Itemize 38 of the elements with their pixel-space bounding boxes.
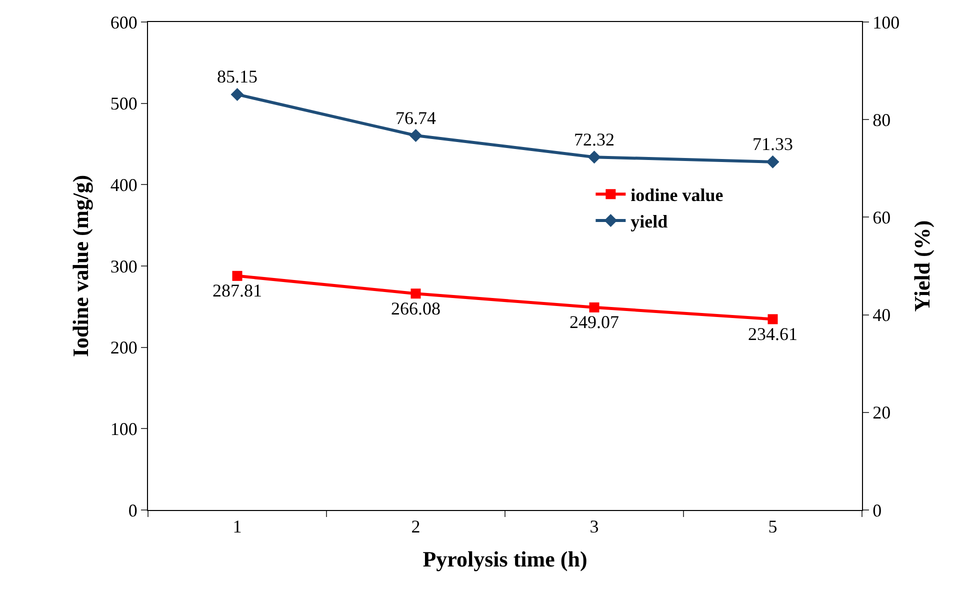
point bbox=[588, 150, 601, 164]
y-tick-label: 500 bbox=[110, 94, 138, 114]
y2-tick-label: 60 bbox=[872, 208, 891, 228]
y-tick-label: 600 bbox=[110, 12, 138, 32]
point bbox=[768, 314, 778, 324]
y-tick-label: 400 bbox=[110, 174, 138, 195]
y2-axis-title: Yield (%) bbox=[910, 220, 934, 312]
point bbox=[232, 270, 242, 281]
y-axis-title: Iodine value (mg/g) bbox=[68, 174, 94, 358]
data-label: 72.32 bbox=[574, 129, 614, 150]
data-label: 234.61 bbox=[748, 324, 798, 344]
y2-tick-label: 80 bbox=[872, 110, 891, 130]
y-tick-label: 100 bbox=[110, 418, 138, 439]
data-label: 287.81 bbox=[212, 280, 262, 301]
legend-label: yield bbox=[630, 212, 668, 232]
point bbox=[410, 288, 421, 299]
x-tick-label: 1 bbox=[232, 516, 242, 537]
data-label: 85.15 bbox=[217, 66, 258, 87]
y2-tick-label: 100 bbox=[872, 12, 900, 32]
data-label: 71.33 bbox=[752, 134, 793, 154]
point bbox=[409, 129, 422, 142]
y2-tick-label: 20 bbox=[872, 402, 891, 423]
data-label: 76.74 bbox=[396, 108, 436, 128]
y2-tick-label: 40 bbox=[872, 305, 891, 326]
y2-tick-label: 0 bbox=[872, 500, 882, 520]
data-label: 249.07 bbox=[570, 312, 619, 332]
point bbox=[589, 302, 600, 312]
y-tick-label: 0 bbox=[128, 500, 138, 520]
data-label: 266.08 bbox=[391, 298, 440, 318]
legend-label: iodine value bbox=[630, 185, 724, 206]
y-tick-label: 200 bbox=[110, 338, 138, 358]
point bbox=[766, 155, 780, 168]
x-axis-title: Pyrolysis time (h) bbox=[422, 546, 588, 572]
x-tick-label: 3 bbox=[590, 516, 599, 537]
y-tick-label: 300 bbox=[110, 256, 138, 276]
x-tick-label: 5 bbox=[768, 516, 778, 537]
point bbox=[230, 88, 244, 101]
x-tick-label: 2 bbox=[411, 516, 420, 537]
